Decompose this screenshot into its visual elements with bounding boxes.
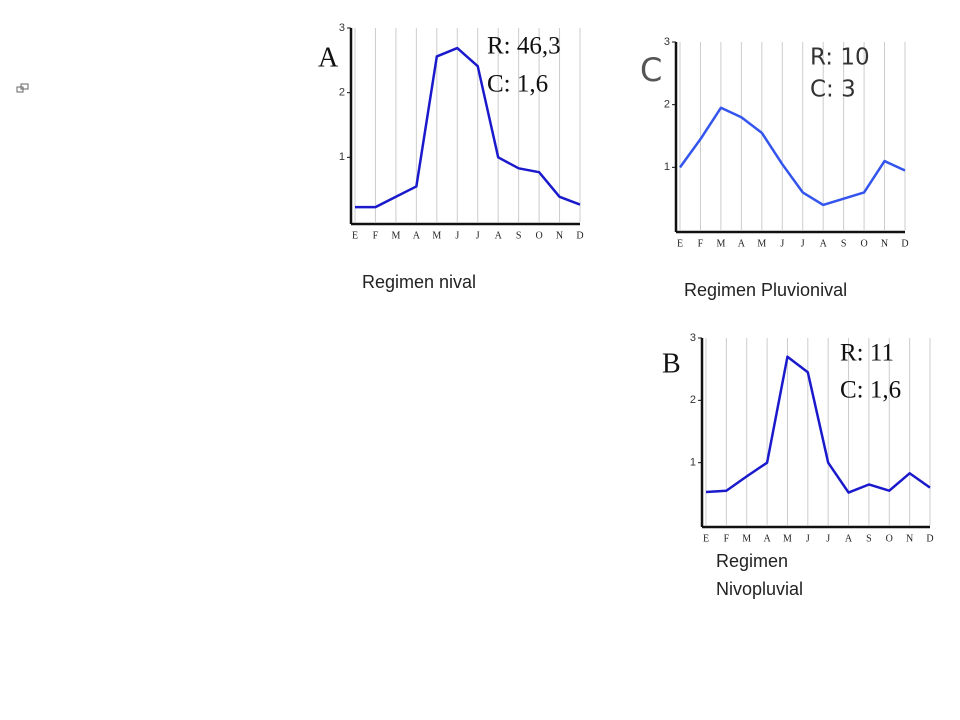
x-tick-label: E [703,533,709,544]
y-tick-label: 3 [690,332,696,344]
annotation: R: 10 [810,45,870,71]
x-tick-label: A [738,238,746,249]
x-tick-label: A [820,238,828,249]
y-tick-label: 2 [690,394,696,406]
x-tick-label: M [783,533,792,544]
y-tick-label: 3 [664,36,670,48]
x-tick-label: S [841,238,847,249]
caption: Regimen Nivopluvial [716,551,804,599]
y-tick-label: 2 [664,99,670,111]
x-tick-label: A [413,230,421,241]
x-tick-label: D [901,238,908,249]
x-tick-label: M [716,238,725,249]
x-tick-label: J [826,533,830,544]
x-tick-label: N [906,533,913,544]
line [355,46,581,209]
y-tick-label: 1 [339,151,345,163]
x-tick-label: D [926,533,933,544]
x-tick-label: F [373,230,379,241]
annotation: R: 46,3 [487,33,561,60]
x-tick-label: F [698,238,704,249]
x-tick-label: J [801,238,805,249]
y-tick-label: 1 [690,457,696,469]
x-tick-label: O [535,230,542,241]
chart-letter: C [640,51,662,89]
x-tick-label: M [757,238,766,249]
x-tick-label: S [866,533,872,544]
y-tick-label: 2 [339,87,345,99]
x-tick-label: M [391,230,400,241]
annotation: C: 3 [810,77,856,103]
x-tick-label: F [724,533,730,544]
x-tick-label: J [780,238,784,249]
y-tick-label: 3 [339,22,345,34]
x-tick-label: J [455,230,459,241]
x-tick-label: A [845,533,853,544]
annotation: C: 1,6 [487,71,548,98]
caption: Regimen Pluvionival [684,280,848,300]
x-tick-label: E [352,230,358,241]
y-tick-label: 1 [664,161,670,173]
x-tick-label: M [742,533,751,544]
annotation: C: 1,6 [840,377,901,404]
x-tick-label: A [763,533,771,544]
caption: Regimen nival [362,272,477,292]
x-tick-label: O [886,533,893,544]
x-tick-label: N [881,238,888,249]
x-tick-label: S [516,230,522,241]
line [705,355,931,494]
x-tick-label: D [576,230,583,241]
x-tick-label: E [677,238,683,249]
x-tick-label: M [432,230,441,241]
x-tick-label: J [806,533,810,544]
x-tick-label: O [860,238,867,249]
annotation: R: 11 [840,340,894,367]
x-tick-label: A [495,230,503,241]
slide-icon [16,83,29,93]
line [678,106,906,207]
chart-letter: A [318,42,339,73]
chart-letter: B [662,348,681,379]
x-tick-label: J [476,230,480,241]
x-tick-label: N [556,230,563,241]
